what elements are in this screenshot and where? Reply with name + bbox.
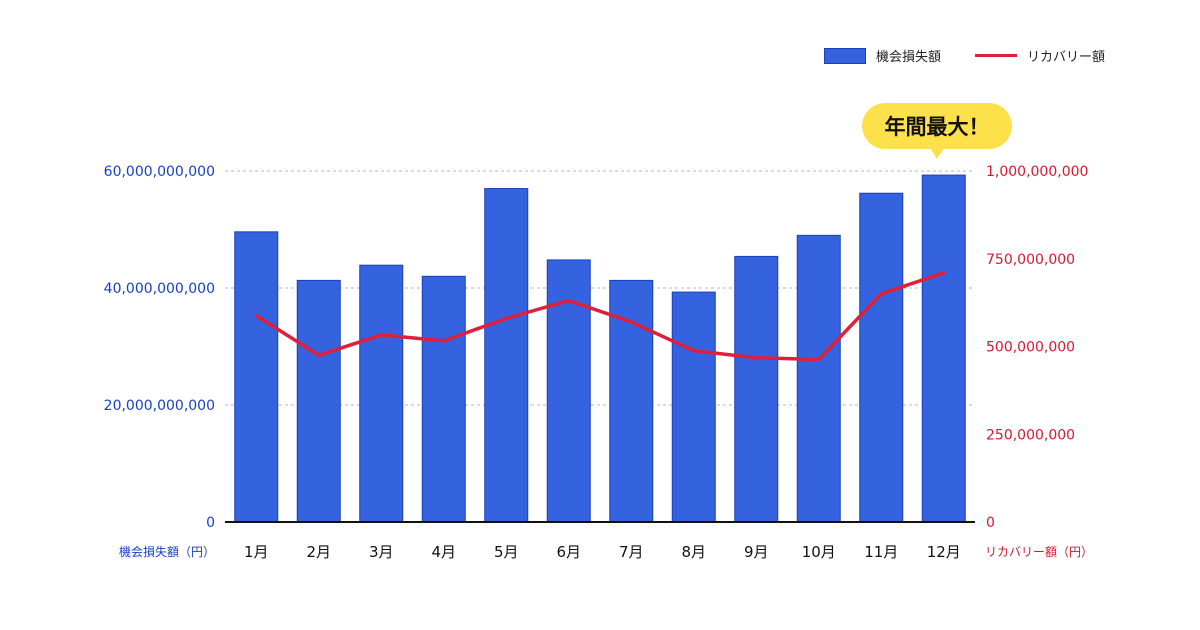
legend-bar-label: 機会損失額 xyxy=(876,50,942,65)
bar xyxy=(734,255,779,523)
right-tick-label: 1,000,000,000 xyxy=(986,164,1088,180)
annual-max-callout: 年間最大！ xyxy=(862,103,1012,159)
right-tick-label: 500,000,000 xyxy=(986,340,1075,356)
legend-bar-swatch xyxy=(824,47,866,64)
bar xyxy=(609,279,654,523)
x-tick-label: 5月 xyxy=(494,543,519,561)
right-axis-title: リカバリー額（円） xyxy=(985,545,1093,559)
bar xyxy=(796,234,841,523)
recovery-line xyxy=(254,271,946,362)
x-tick-label: 2月 xyxy=(306,543,331,561)
x-tick-label: 3月 xyxy=(369,543,394,561)
legend: 機会損失額 リカバリー額 xyxy=(824,46,1105,65)
bar xyxy=(296,279,341,523)
x-tick-label: 4月 xyxy=(431,543,456,561)
bar xyxy=(921,174,966,523)
x-tick-label: 7月 xyxy=(619,543,644,561)
legend-line-swatch xyxy=(975,54,1018,57)
right-tick-label: 750,000,000 xyxy=(986,252,1075,268)
left-axis-title: 機会損失額（円） xyxy=(119,544,215,559)
left-tick-label: 60,000,000,000 xyxy=(104,164,215,180)
x-tick-label: 1月 xyxy=(244,543,269,561)
right-tick-label: 0 xyxy=(986,515,995,531)
left-tick-label: 0 xyxy=(206,515,215,531)
x-tick-label: 11月 xyxy=(864,543,898,561)
left-tick-label: 20,000,000,000 xyxy=(104,398,215,414)
bar xyxy=(671,291,716,523)
x-tick-label: 8月 xyxy=(681,543,706,561)
left-tick-label: 40,000,000,000 xyxy=(104,281,215,297)
x-tick-label: 10月 xyxy=(802,543,836,561)
bar xyxy=(859,192,904,523)
x-tick-label: 9月 xyxy=(744,543,769,561)
bar xyxy=(234,231,279,523)
legend-line-label: リカバリー額 xyxy=(1027,50,1106,65)
x-tick-label: 12月 xyxy=(927,543,961,561)
bar xyxy=(484,188,529,523)
x-tick-label: 6月 xyxy=(556,543,581,561)
bar xyxy=(421,275,466,523)
bar xyxy=(359,264,404,523)
right-tick-label: 250,000,000 xyxy=(986,427,1075,443)
